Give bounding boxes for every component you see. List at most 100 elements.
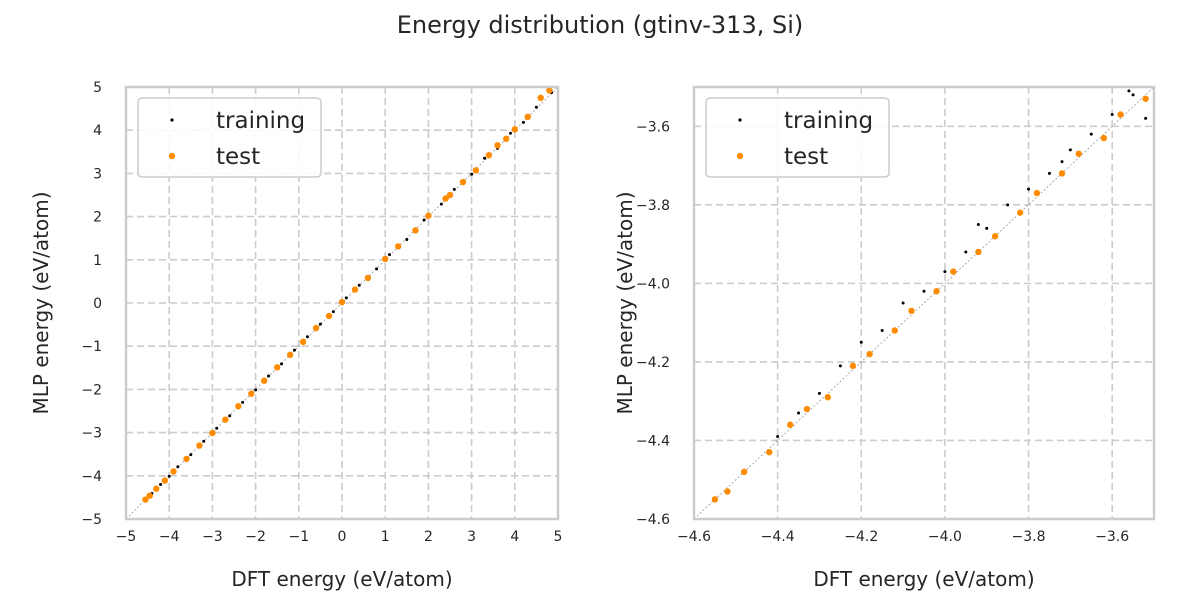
data-point-training — [534, 105, 538, 109]
data-point-training — [1027, 187, 1031, 191]
data-point-test — [338, 298, 346, 306]
data-point-test — [786, 421, 794, 428]
data-point-test — [382, 255, 389, 263]
data-point-test — [196, 442, 203, 449]
data-point-test — [472, 167, 480, 174]
data-point-training — [254, 388, 258, 392]
data-point-training — [202, 439, 206, 443]
data-point-test — [546, 87, 553, 94]
x-tick-label: 5 — [554, 529, 563, 545]
data-point-test — [975, 248, 982, 256]
data-point-training — [964, 250, 968, 254]
data-point-test — [740, 468, 748, 476]
data-point-training — [167, 474, 171, 478]
data-point-training — [1089, 132, 1093, 136]
data-point-training — [388, 253, 392, 257]
y-axis-label: MLP energy (eV/atom) — [29, 191, 53, 414]
chart-panel-2: −4.6 −4.6 −4.4 −4.4 −4.2 −4.2 −4.0 −4.0 −3.8 −3.8… — [613, 85, 1156, 591]
data-point-test — [153, 485, 160, 492]
data-point-training — [1127, 89, 1131, 93]
data-point-training — [838, 364, 842, 368]
data-point-test — [991, 233, 999, 240]
plot-frame — [124, 85, 560, 521]
data-point-training — [176, 465, 180, 469]
data-point-test — [446, 191, 454, 199]
data-point-training — [943, 270, 947, 274]
x-axis-label: DFT energy (eV/atom) — [813, 567, 1034, 591]
data-point-training — [267, 374, 271, 378]
data-point-training — [1110, 112, 1114, 116]
data-point-test — [933, 288, 940, 295]
data-point-test — [274, 364, 281, 371]
data-point-test — [849, 362, 857, 370]
data-point-test — [442, 195, 449, 202]
y-tick-label: −4.4 — [636, 433, 670, 449]
data-point-test — [908, 307, 915, 315]
data-point-test — [1058, 170, 1066, 177]
data-point-test — [248, 390, 255, 397]
x-tick-label: −3 — [202, 529, 223, 545]
diagonal-line — [694, 87, 1154, 519]
chart-panel-1: −5 −5 −4 −4 −3 −3 −2 −2 −1 −1 0 0 1 1 2 2 3 3 4 4 5 5 DFT ener… — [29, 80, 562, 591]
data-point-training — [1131, 93, 1135, 97]
data-point-test — [351, 286, 359, 293]
data-point-test — [222, 416, 229, 423]
data-point-test — [209, 429, 216, 437]
x-tick-label: −4.6 — [677, 529, 711, 545]
legend-box — [137, 97, 322, 178]
x-tick-label: −4.2 — [844, 529, 878, 545]
data-point-test — [950, 268, 957, 275]
x-tick-label: −2 — [245, 529, 266, 545]
data-point-test — [146, 492, 153, 499]
data-point-training — [215, 426, 219, 430]
legend-marker-training — [738, 118, 742, 122]
legend-label-test: test — [216, 144, 260, 170]
data-point-test — [494, 142, 501, 149]
data-point-training — [344, 296, 348, 300]
data-point-training — [483, 156, 487, 160]
data-point-test — [364, 274, 372, 282]
data-point-training — [521, 120, 525, 124]
data-point-test — [394, 243, 402, 250]
data-point-test — [766, 449, 773, 456]
y-tick-label: 5 — [93, 80, 102, 96]
x-tick-label: 4 — [510, 529, 519, 545]
data-point-test — [866, 350, 873, 358]
data-point-training — [797, 411, 801, 415]
data-point-training — [1006, 203, 1010, 207]
data-point-training — [976, 222, 980, 226]
data-point-test — [183, 455, 190, 463]
data-point-test — [711, 496, 719, 503]
plot-frame — [692, 85, 1156, 521]
data-point-test — [261, 377, 268, 384]
data-point-test — [1100, 134, 1108, 142]
legend-label-test: test — [784, 144, 828, 170]
data-point-training — [228, 414, 232, 418]
x-tick-label: 0 — [338, 529, 347, 545]
figure-title: Energy distribution (gtinv-313, Si) — [397, 11, 804, 39]
x-tick-label: −4.0 — [928, 529, 962, 545]
x-tick-label: −3.6 — [1095, 529, 1129, 545]
data-point-training — [817, 391, 821, 395]
data-point-training — [357, 283, 361, 287]
data-point-test — [803, 405, 811, 413]
data-point-training — [1060, 160, 1064, 164]
x-tick-label: 3 — [467, 529, 476, 545]
data-point-test — [459, 178, 467, 186]
data-point-training — [1144, 116, 1148, 120]
y-tick-label: −3 — [81, 426, 102, 442]
data-point-training — [776, 435, 780, 439]
data-point-test — [511, 126, 518, 133]
data-point-test — [325, 312, 333, 320]
data-point-test — [724, 488, 731, 495]
data-point-test — [824, 394, 832, 401]
data-point-test — [1142, 95, 1149, 102]
data-point-test — [485, 152, 493, 159]
legend-label-training: training — [784, 108, 873, 134]
x-tick-label: 2 — [424, 529, 433, 545]
y-tick-label: −4 — [81, 469, 102, 485]
x-tick-label: −4.4 — [761, 529, 795, 545]
data-point-test — [537, 94, 544, 102]
data-point-training — [331, 310, 335, 314]
